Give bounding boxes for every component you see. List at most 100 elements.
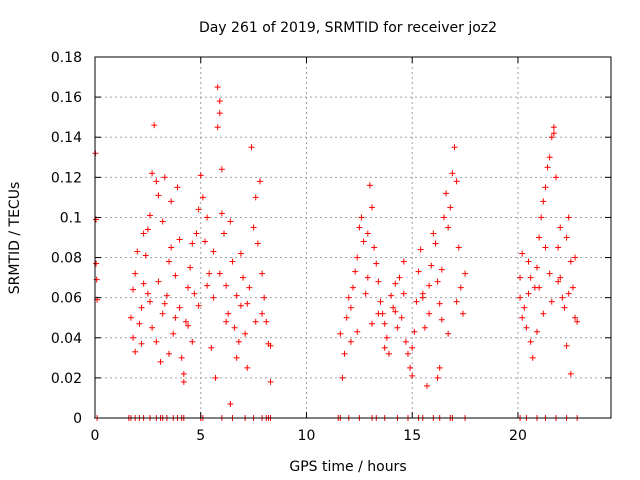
data-point bbox=[523, 324, 530, 331]
data-point bbox=[377, 298, 384, 305]
data-point bbox=[140, 230, 147, 237]
y-tick-label: 0.1 bbox=[60, 210, 82, 226]
data-point bbox=[369, 204, 376, 211]
data-point bbox=[180, 378, 187, 385]
data-point bbox=[166, 258, 173, 265]
data-point bbox=[254, 240, 261, 247]
data-point bbox=[548, 298, 555, 305]
data-point bbox=[159, 310, 166, 317]
data-point bbox=[93, 260, 100, 267]
data-point bbox=[347, 338, 354, 345]
data-point bbox=[195, 206, 202, 213]
data-point bbox=[438, 266, 445, 273]
data-point bbox=[347, 304, 354, 311]
x-tick-label: 0 bbox=[91, 428, 100, 444]
data-point bbox=[525, 290, 532, 297]
data-point bbox=[341, 350, 348, 357]
data-point bbox=[527, 338, 534, 345]
data-point bbox=[138, 340, 145, 347]
data-point bbox=[191, 290, 198, 297]
data-point bbox=[527, 274, 534, 281]
data-point bbox=[457, 284, 464, 291]
data-point bbox=[385, 350, 392, 357]
data-point bbox=[161, 300, 168, 307]
data-point bbox=[166, 350, 173, 357]
data-point bbox=[369, 320, 376, 327]
data-point bbox=[567, 258, 574, 265]
data-point bbox=[210, 294, 217, 301]
y-tick-label: 0.02 bbox=[51, 371, 82, 387]
data-point bbox=[421, 324, 428, 331]
data-point bbox=[172, 314, 179, 321]
data-point bbox=[459, 310, 466, 317]
data-point bbox=[193, 230, 200, 237]
data-point bbox=[555, 278, 562, 285]
data-point bbox=[525, 258, 532, 265]
data-point bbox=[572, 254, 579, 261]
data-point bbox=[235, 338, 242, 345]
data-point bbox=[240, 274, 247, 281]
data-point bbox=[142, 252, 149, 259]
data-point bbox=[197, 172, 204, 179]
data-point bbox=[538, 214, 545, 221]
data-point bbox=[533, 328, 540, 335]
data-point bbox=[455, 244, 462, 251]
data-point bbox=[180, 370, 187, 377]
x-tick-label: 5 bbox=[196, 428, 205, 444]
data-point bbox=[218, 166, 225, 173]
data-point bbox=[451, 144, 458, 151]
grid-lines bbox=[95, 57, 611, 418]
data-point bbox=[144, 290, 151, 297]
data-point bbox=[540, 198, 547, 205]
data-point bbox=[214, 124, 221, 131]
data-point bbox=[436, 364, 443, 371]
data-point bbox=[392, 280, 399, 287]
data-point bbox=[134, 248, 141, 255]
data-point bbox=[447, 204, 454, 211]
data-point bbox=[248, 144, 255, 151]
data-point bbox=[388, 292, 395, 299]
data-point bbox=[151, 122, 158, 129]
data-point bbox=[172, 272, 179, 279]
data-point bbox=[216, 98, 223, 105]
data-point bbox=[146, 298, 153, 305]
data-point bbox=[267, 342, 274, 349]
y-tick-label: 0.18 bbox=[51, 50, 82, 66]
data-point bbox=[546, 154, 553, 161]
y-tick-label: 0.06 bbox=[51, 291, 82, 307]
data-point bbox=[159, 218, 166, 225]
data-point bbox=[550, 130, 557, 137]
y-tick-label: 0.12 bbox=[51, 170, 82, 186]
data-point bbox=[212, 374, 219, 381]
data-point bbox=[390, 304, 397, 311]
data-point bbox=[261, 294, 268, 301]
data-point bbox=[563, 342, 570, 349]
data-point bbox=[214, 84, 221, 91]
data-point bbox=[519, 250, 526, 257]
plot-frame bbox=[94, 56, 612, 419]
data-point bbox=[371, 244, 378, 251]
data-point bbox=[364, 230, 371, 237]
data-point bbox=[536, 234, 543, 241]
data-point bbox=[426, 310, 433, 317]
data-point bbox=[155, 192, 162, 199]
data-point bbox=[400, 258, 407, 265]
data-point bbox=[127, 314, 134, 321]
data-point bbox=[409, 344, 416, 351]
data-point bbox=[445, 330, 452, 337]
y-tick-label: 0.08 bbox=[51, 251, 82, 267]
data-point bbox=[146, 212, 153, 219]
data-point bbox=[343, 314, 350, 321]
data-point bbox=[140, 280, 147, 287]
data-point bbox=[227, 400, 234, 407]
data-point bbox=[426, 282, 433, 289]
data-point bbox=[256, 178, 263, 185]
data-point bbox=[521, 304, 528, 311]
data-point bbox=[572, 314, 579, 321]
data-point bbox=[231, 324, 238, 331]
data-point bbox=[449, 170, 456, 177]
data-point bbox=[216, 270, 223, 277]
data-point bbox=[176, 236, 183, 243]
y-tick-label: 0.14 bbox=[51, 130, 82, 146]
data-point bbox=[345, 294, 352, 301]
